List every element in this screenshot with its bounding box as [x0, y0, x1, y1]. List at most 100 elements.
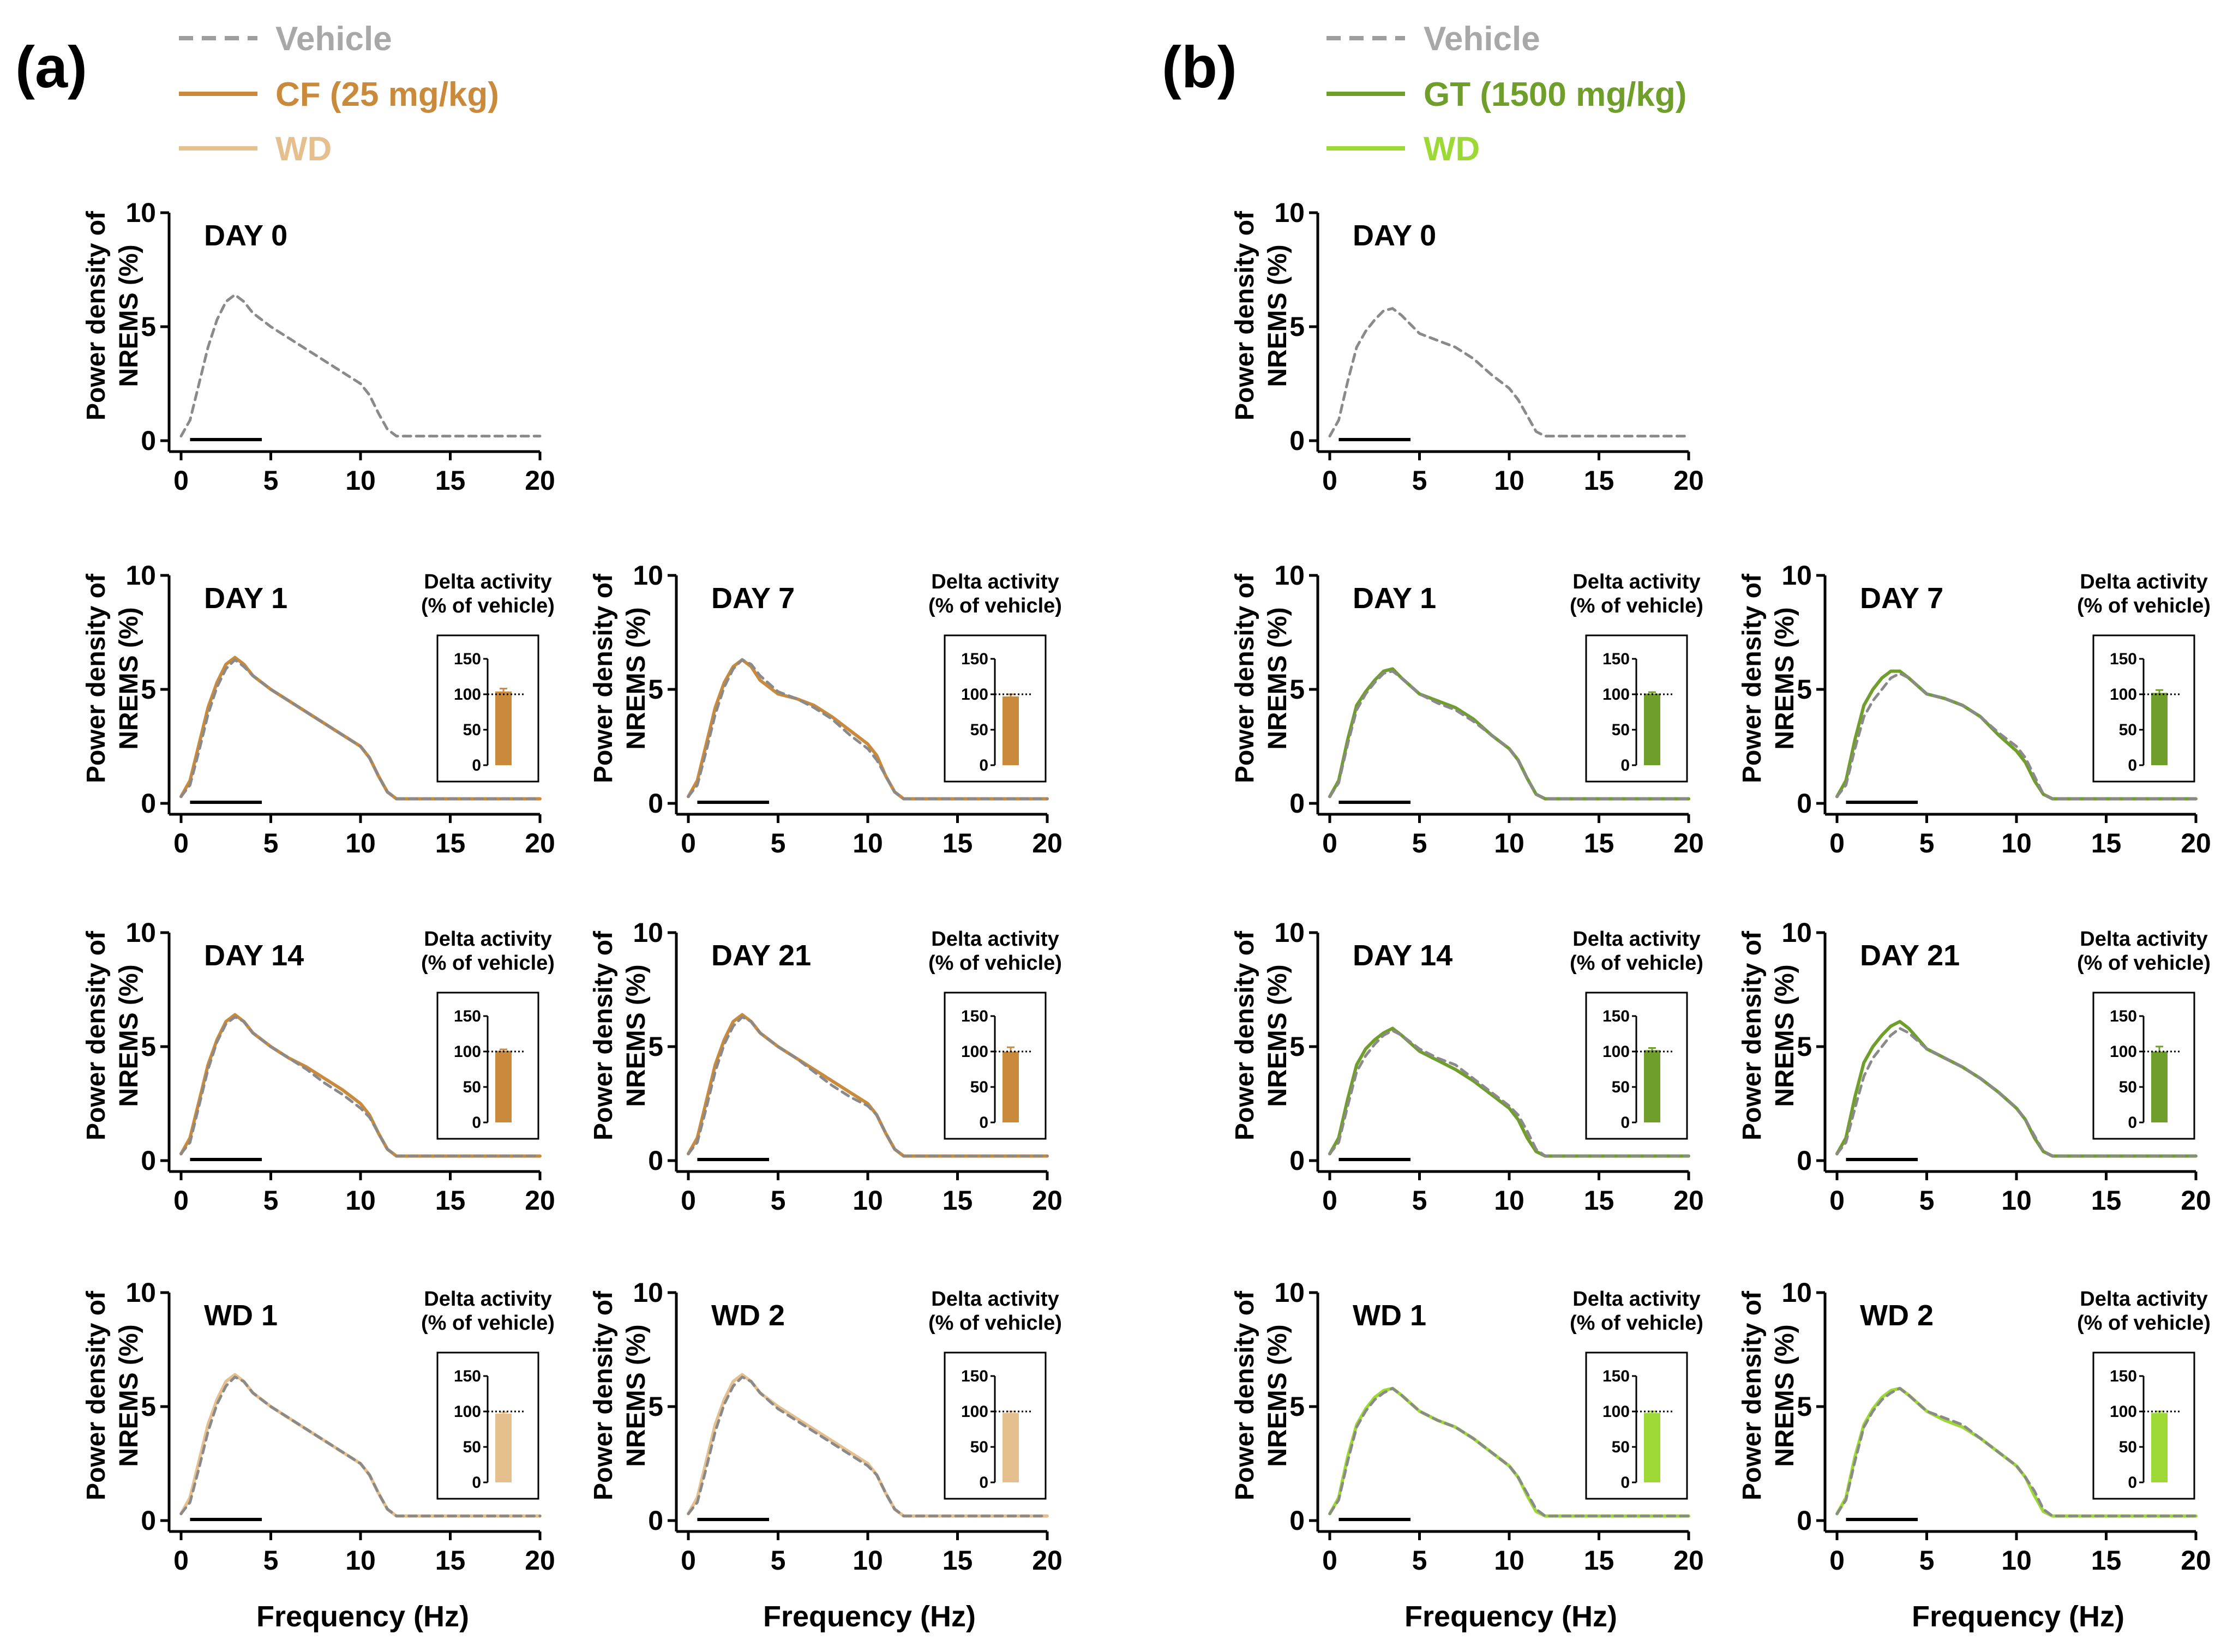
inset-tick-label: 100 — [1602, 1043, 1630, 1061]
inset-tick-label: 0 — [472, 1114, 481, 1132]
x-tick-label: 10 — [2001, 1185, 2032, 1216]
inset-bar — [2151, 693, 2168, 765]
inset-tick-label: 150 — [1602, 1367, 1630, 1385]
inset-bar — [1644, 1050, 1660, 1122]
inset-tick-label: 150 — [1602, 650, 1630, 668]
delta-inset: Delta activity(% of vehicle) 0 50 100 150 — [421, 928, 555, 1140]
x-tick-label: 5 — [1412, 1185, 1427, 1216]
y-tick-label: 0 — [648, 788, 663, 819]
inset-tick-label: 100 — [1602, 1403, 1630, 1421]
y-tick-label: 10 — [1781, 917, 1812, 948]
x-tick-label: 0 — [1322, 1545, 1337, 1576]
inset-frame — [436, 634, 539, 783]
y-tick-label: 0 — [1797, 788, 1812, 819]
inset-tick-label: 150 — [961, 1007, 988, 1025]
series-line-vehicle — [1835, 1387, 2198, 1518]
x-tick-label: 20 — [1673, 828, 1704, 858]
panel-a-letter: (a) — [15, 34, 87, 100]
series-line-cf-25-mg-kg — [179, 1013, 542, 1158]
inset-frame — [1585, 634, 1688, 783]
x-tick-label: 0 — [173, 828, 189, 858]
inset-tick-label: 50 — [970, 721, 988, 739]
y-tick-label: 10 — [633, 560, 663, 591]
day-label: DAY 21 — [1860, 939, 1960, 972]
inset-tick-label: 100 — [2110, 1403, 2137, 1421]
inset-tick-label: 50 — [463, 1078, 481, 1096]
inset-tick-label: 0 — [979, 1474, 988, 1492]
x-tick-label: 10 — [2001, 1545, 2032, 1576]
plot-a-day-0: 0 5 10 0 5 10 15 20 Power density of NREMS (%) DAY… — [82, 197, 555, 496]
inset-frame — [436, 992, 539, 1140]
x-tick-label: 0 — [1322, 465, 1337, 496]
inset-tick-label: 100 — [454, 686, 481, 704]
inset-tick-label: 0 — [979, 1114, 988, 1132]
series-line-wd — [179, 1373, 542, 1518]
inset-tick-label: 150 — [2110, 1367, 2137, 1385]
series-line-gt-1500-mg-kg — [1835, 669, 2198, 801]
series-line-vehicle — [687, 1016, 1049, 1158]
plot-b-day-0: 0 5 10 0 5 10 15 20 Power density of NREMS (%) DAY… — [1230, 197, 1704, 496]
inset-frame — [1585, 1351, 1688, 1500]
y-tick-label: 5 — [648, 1031, 663, 1062]
inset-tick-label: 50 — [1612, 1078, 1630, 1096]
inset-frame — [436, 1351, 539, 1500]
inset-tick-label: 50 — [2119, 1078, 2137, 1096]
x-tick-label: 5 — [1919, 1545, 1935, 1576]
y-axis-title-line1: Power density of — [1230, 573, 1259, 783]
delta-inset: Delta activity(% of vehicle) 0 50 100 150 — [928, 1288, 1062, 1500]
x-tick-label: 20 — [1673, 1545, 1704, 1576]
inset-tick-label: 0 — [472, 1474, 481, 1492]
series-line-vehicle — [179, 1016, 542, 1158]
x-tick-label: 0 — [173, 465, 189, 496]
x-tick-label: 15 — [435, 465, 466, 496]
inset-title-line2: (% of vehicle) — [1570, 594, 1703, 617]
inset-frame — [2092, 1351, 2195, 1500]
inset-tick-label: 100 — [2110, 1043, 2137, 1061]
inset-bar — [1644, 1413, 1660, 1482]
x-tick-label: 10 — [853, 1185, 883, 1216]
x-tick-label: 15 — [943, 1545, 973, 1576]
y-axis-title-line1: Power density of — [82, 573, 111, 783]
series-line-wd — [687, 1373, 1049, 1518]
inset-tick-label: 0 — [979, 756, 988, 774]
series-line-cf-25-mg-kg — [179, 656, 542, 801]
delta-inset: Delta activity(% of vehicle) 0 50 100 150 — [928, 570, 1062, 783]
series-line-vehicle — [1835, 672, 2198, 801]
x-tick-label: 0 — [1322, 1185, 1337, 1216]
day-label: DAY 7 — [1860, 582, 1943, 615]
y-axis-title-line1: Power density of — [1738, 573, 1767, 783]
series-line-vehicle — [1328, 670, 1690, 801]
y-tick-label: 0 — [141, 1505, 156, 1536]
inset-tick-label: 50 — [970, 1438, 988, 1456]
inset-tick-label: 50 — [463, 721, 481, 739]
y-axis-title-line2: NREMS (%) — [1770, 607, 1799, 749]
day-label: DAY 0 — [204, 219, 287, 252]
series-line-wd — [1328, 1386, 1690, 1518]
y-tick-label: 10 — [1274, 560, 1305, 591]
inset-title-line2: (% of vehicle) — [2077, 594, 2211, 617]
x-tick-label: 15 — [1584, 465, 1614, 496]
y-tick-label: 0 — [1289, 788, 1305, 819]
inset-tick-label: 50 — [1612, 1438, 1630, 1456]
x-tick-label: 15 — [943, 828, 973, 858]
x-tick-label: 10 — [1494, 465, 1524, 496]
y-tick-label: 0 — [648, 1505, 663, 1536]
inset-title-line1: Delta activity — [931, 570, 1059, 593]
inset-frame — [944, 1351, 1047, 1500]
y-tick-label: 10 — [1781, 560, 1812, 591]
y-axis-title-line2: NREMS (%) — [115, 607, 143, 749]
inset-tick-label: 150 — [2110, 1007, 2137, 1025]
x-tick-label: 20 — [2181, 828, 2211, 858]
inset-title-line2: (% of vehicle) — [928, 1312, 1062, 1335]
x-axis-title-col2: Frequency (Hz) — [763, 1600, 976, 1633]
inset-title-line2: (% of vehicle) — [1570, 952, 1703, 975]
delta-inset: Delta activity(% of vehicle) 0 50 100 150 — [421, 1288, 555, 1500]
inset-tick-label: 50 — [2119, 721, 2137, 739]
y-tick-label: 5 — [1797, 1391, 1812, 1422]
